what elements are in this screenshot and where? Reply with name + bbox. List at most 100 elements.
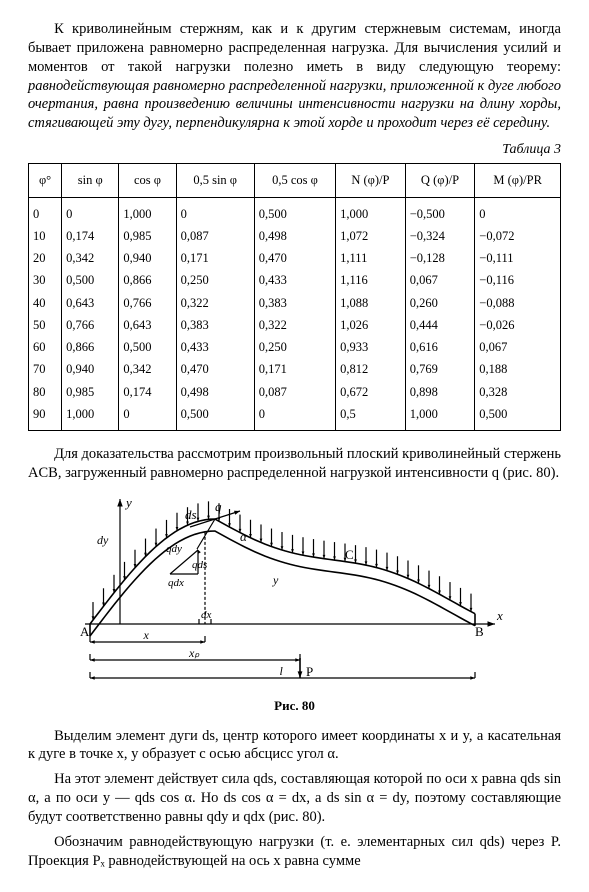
table-cell: 20	[29, 247, 62, 269]
svg-text:qdy: qdy	[166, 543, 182, 555]
table-cell: 10	[29, 225, 62, 247]
table-cell: 0,260	[405, 292, 475, 314]
intro-paragraph: К криволинейным стержням, как и к другим…	[28, 20, 561, 133]
table-column-header: sin φ	[62, 164, 119, 197]
table-cell: 0,174	[62, 225, 119, 247]
paragraph-4: На этот элемент действует сила qds, сост…	[28, 770, 561, 827]
svg-text:x: x	[496, 608, 503, 623]
table-cell: 0,383	[254, 292, 335, 314]
svg-text:qds: qds	[192, 559, 207, 571]
table-cell: 0	[254, 403, 335, 431]
paragraph-3-text: Выделим элемент дуги ds, центр которого …	[28, 728, 561, 763]
table-cell: 0,087	[176, 225, 254, 247]
table-cell: 0,812	[336, 358, 406, 380]
table-cell: 0,500	[62, 269, 119, 291]
table-cell: 0,940	[62, 358, 119, 380]
table-cell: 1,000	[62, 403, 119, 431]
table-cell: 0,067	[475, 336, 561, 358]
table-column-header: cos φ	[119, 164, 176, 197]
table-cell: −0,026	[475, 314, 561, 336]
table-cell: 0,643	[62, 292, 119, 314]
table-cell: −0,116	[475, 269, 561, 291]
table-cell: −0,072	[475, 225, 561, 247]
table-cell: 0,769	[405, 358, 475, 380]
intro-plain: К криволинейным стержням, как и к другим…	[28, 21, 561, 75]
table-cell: 0,433	[254, 269, 335, 291]
svg-text:ds: ds	[185, 507, 197, 522]
svg-text:q: q	[215, 499, 222, 514]
table-cell: −0,111	[475, 247, 561, 269]
paragraph-2: Для доказательства рассмотрим произвольн…	[28, 445, 561, 483]
paragraph-2-text: Для доказательства рассмотрим произвольн…	[28, 446, 561, 481]
table-cell: 0,188	[475, 358, 561, 380]
table-cell: 0,498	[176, 381, 254, 403]
table-column-header: 0,5 cos φ	[254, 164, 335, 197]
table-cell: 90	[29, 403, 62, 431]
table-cell: 0,444	[405, 314, 475, 336]
table-cell: 1,072	[336, 225, 406, 247]
table-cell: 0,866	[119, 269, 176, 291]
data-table: φ°sin φcos φ0,5 sin φ0,5 cos φN (φ)/PQ (…	[28, 163, 561, 431]
table-cell: 0,643	[119, 314, 176, 336]
table-row: 200,3420,9400,1710,4701,111−0,128−0,111	[29, 247, 561, 269]
table-cell: 0,322	[176, 292, 254, 314]
table-cell: 0,383	[176, 314, 254, 336]
table-row: 300,5000,8660,2500,4331,1160,067−0,116	[29, 269, 561, 291]
table-cell: 0,342	[119, 358, 176, 380]
table-cell: 60	[29, 336, 62, 358]
table-column-header: M (φ)/PR	[475, 164, 561, 197]
table-row: 001,00000,5001,000−0,5000	[29, 197, 561, 225]
svg-text:y: y	[272, 573, 279, 587]
table-cell: 0,500	[119, 336, 176, 358]
svg-text:B: B	[475, 624, 484, 639]
table-cell: 0,985	[119, 225, 176, 247]
table-cell: 0,171	[176, 247, 254, 269]
table-cell: 0,322	[254, 314, 335, 336]
table-cell: 0,250	[254, 336, 335, 358]
table-row: 600,8660,5000,4330,2500,9330,6160,067	[29, 336, 561, 358]
table-cell: 1,088	[336, 292, 406, 314]
table-cell: 0,940	[119, 247, 176, 269]
svg-text:y: y	[124, 495, 132, 510]
table-row: 400,6430,7660,3220,3831,0880,260−0,088	[29, 292, 561, 314]
table-cell: 0,328	[475, 381, 561, 403]
table-cell: 0,766	[119, 292, 176, 314]
table-cell: 0,766	[62, 314, 119, 336]
paragraph-5-text: Обозначим равнодействующую нагрузки (т. …	[28, 834, 561, 869]
table-cell: −0,128	[405, 247, 475, 269]
table-cell: 1,026	[336, 314, 406, 336]
table-cell: 0	[475, 197, 561, 225]
table-cell: −0,500	[405, 197, 475, 225]
table-cell: 70	[29, 358, 62, 380]
paragraph-3: Выделим элемент дуги ds, центр которого …	[28, 727, 561, 765]
table-cell: 0,5	[336, 403, 406, 431]
table-column-header: 0,5 sin φ	[176, 164, 254, 197]
table-cell: 0,500	[254, 197, 335, 225]
table-cell: 0,500	[176, 403, 254, 431]
table-cell: 0	[119, 403, 176, 431]
table-cell: 0,067	[405, 269, 475, 291]
table-cell: 1,116	[336, 269, 406, 291]
table-column-header: N (φ)/P	[336, 164, 406, 197]
figure-80: yxqdsdyαCABqdyqdxqdsydxxxₚPl	[65, 489, 525, 694]
table-row: 700,9400,3420,4700,1710,8120,7690,188	[29, 358, 561, 380]
svg-text:α: α	[240, 529, 248, 544]
table-cell: 0,342	[62, 247, 119, 269]
svg-text:A: A	[80, 624, 90, 639]
table-row: 500,7660,6430,3830,3221,0260,444−0,026	[29, 314, 561, 336]
theorem-italic: равнодействующая равномерно распределенн…	[28, 78, 561, 132]
table-cell: 0,433	[176, 336, 254, 358]
table-cell: 0,616	[405, 336, 475, 358]
table-cell: 0	[62, 197, 119, 225]
table-cell: 0,174	[119, 381, 176, 403]
table-cell: 0,250	[176, 269, 254, 291]
table-column-header: φ°	[29, 164, 62, 197]
table-cell: 40	[29, 292, 62, 314]
table-column-header: Q (φ)/P	[405, 164, 475, 197]
svg-text:l: l	[279, 664, 283, 678]
table-cell: 50	[29, 314, 62, 336]
table-row: 100,1740,9850,0870,4981,072−0,324−0,072	[29, 225, 561, 247]
table-row: 800,9850,1740,4980,0870,6720,8980,328	[29, 381, 561, 403]
svg-text:dx: dx	[201, 609, 212, 621]
svg-text:xₚ: xₚ	[188, 646, 200, 660]
